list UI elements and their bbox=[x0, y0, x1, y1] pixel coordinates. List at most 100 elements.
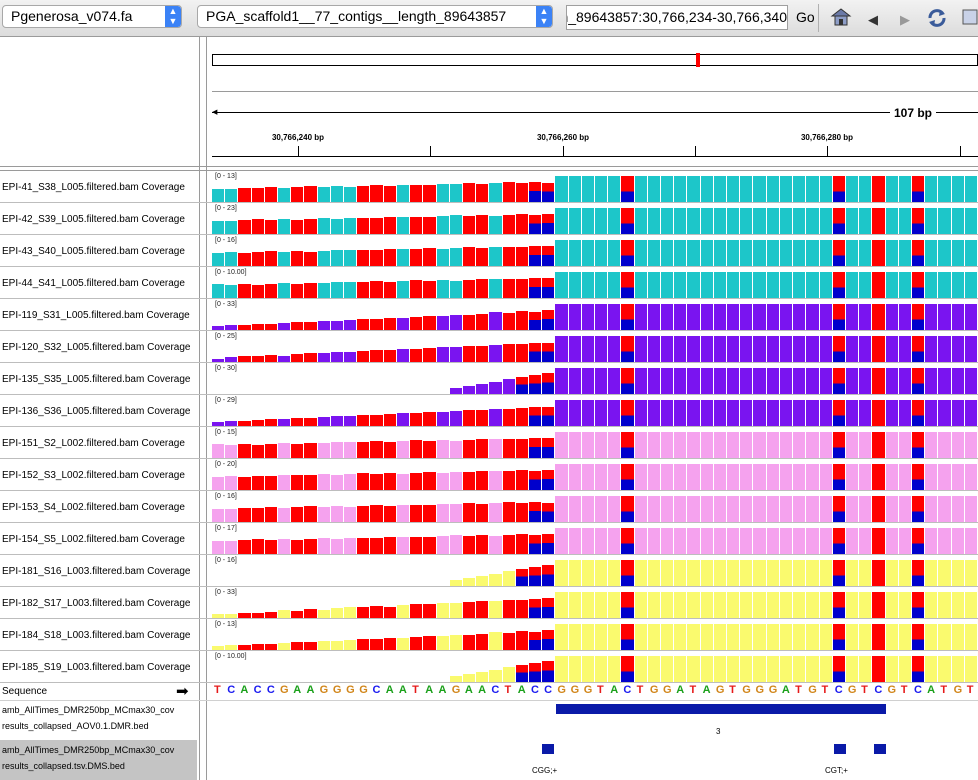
sequence-base: A bbox=[676, 684, 685, 696]
strand-arrow-icon[interactable]: ➡ bbox=[176, 683, 189, 700]
sequence-base: G bbox=[953, 684, 963, 696]
refresh-icon[interactable] bbox=[926, 7, 948, 33]
track-label[interactable]: EPI-41_S38_L005.filtered.bam Coverage bbox=[2, 182, 185, 193]
forward-arrow-icon[interactable]: ▶ bbox=[900, 12, 910, 27]
coverage-plot[interactable]: [0 - 33] bbox=[212, 588, 978, 618]
coverage-plot[interactable]: [0 - 17] bbox=[212, 524, 978, 554]
coverage-bar bbox=[713, 272, 727, 298]
coverage-bar bbox=[344, 474, 357, 490]
coverage-bar bbox=[938, 208, 951, 234]
coverage-bar bbox=[740, 208, 753, 234]
coverage-plot[interactable]: [0 - 33] bbox=[212, 300, 978, 330]
sequence-base: C bbox=[874, 684, 883, 696]
track-label[interactable]: EPI-136_S36_L005.filtered.bam Coverage bbox=[2, 406, 191, 417]
chromosome-dropdown[interactable]: PGA_scaffold1__77_contigs__length_896438… bbox=[197, 5, 553, 28]
track-label[interactable]: EPI-184_S18_L003.filtered.bam Coverage bbox=[2, 630, 191, 641]
sequence-base: G bbox=[887, 684, 897, 696]
dms-feature[interactable] bbox=[834, 744, 846, 754]
coverage-bar bbox=[740, 496, 753, 522]
track-label[interactable]: EPI-120_S32_L005.filtered.bam Coverage bbox=[2, 342, 191, 353]
track-label[interactable]: EPI-42_S39_L005.filtered.bam Coverage bbox=[2, 214, 185, 225]
coverage-bar bbox=[766, 400, 779, 426]
coverage-bar bbox=[779, 400, 793, 426]
dmr-feature[interactable] bbox=[556, 704, 886, 714]
coverage-bar bbox=[330, 608, 344, 618]
sequence-base: A bbox=[385, 684, 394, 696]
attribute-panel-divider[interactable] bbox=[206, 37, 207, 780]
track-label[interactable]: EPI-152_S3_L002.filtered.bam Coverage bbox=[2, 470, 185, 481]
coverage-bar bbox=[304, 283, 317, 298]
coverage-bar bbox=[462, 247, 476, 266]
coverage-plot[interactable]: [0 - 20] bbox=[212, 460, 978, 490]
region-icon[interactable] bbox=[962, 7, 978, 31]
coverage-bar bbox=[396, 474, 410, 490]
track-label[interactable]: EPI-43_S40_L005.filtered.bam Coverage bbox=[2, 246, 185, 257]
home-icon[interactable] bbox=[830, 7, 852, 31]
coverage-plot[interactable]: [0 - 16] bbox=[212, 492, 978, 522]
coverage-plot[interactable]: [0 - 16] bbox=[212, 556, 978, 586]
track-label[interactable]: EPI-119_S31_L005.filtered.bam Coverage bbox=[2, 310, 190, 321]
sequence-track-label[interactable]: Sequence bbox=[2, 686, 48, 697]
coverage-bar bbox=[212, 253, 225, 266]
name-panel-divider[interactable] bbox=[199, 37, 200, 780]
track-label[interactable]: EPI-154_S5_L002.filtered.bam Coverage bbox=[2, 534, 185, 545]
data-range-label: [0 - 16] bbox=[215, 493, 237, 500]
panel-splitter[interactable] bbox=[0, 166, 978, 167]
coverage-bar bbox=[661, 464, 674, 490]
dms-feature[interactable] bbox=[542, 744, 554, 754]
genome-dropdown[interactable]: Pgenerosa_v074.fa ▲ ▼ bbox=[2, 5, 182, 28]
track-label[interactable]: EPI-135_S35_L005.filtered.bam Coverage bbox=[2, 374, 191, 385]
coverage-bar bbox=[872, 400, 885, 426]
coverage-plot[interactable]: [0 - 23] bbox=[212, 204, 978, 234]
coverage-plot[interactable]: [0 - 10.00] bbox=[212, 652, 978, 682]
locus-input[interactable]: PGA_scaffold1__77_contigs__length_896438… bbox=[566, 5, 788, 30]
coverage-bar bbox=[278, 508, 291, 522]
dms-bed-track-label[interactable]: amb_AllTimes_DMR250bp_MCmax30_cov result… bbox=[2, 742, 174, 774]
coverage-bar bbox=[938, 176, 951, 202]
coverage-bar bbox=[951, 368, 964, 394]
coverage-bar bbox=[661, 336, 674, 362]
coverage-bar bbox=[634, 592, 647, 618]
coverage-bar bbox=[462, 635, 476, 650]
chromosome-ideogram[interactable] bbox=[212, 54, 978, 66]
dmr-bed-track-label[interactable]: amb_AllTimes_DMR250bp_MCmax30_cov result… bbox=[2, 702, 174, 734]
coverage-bar bbox=[476, 314, 489, 330]
coverage-plot[interactable]: [0 - 15] bbox=[212, 428, 978, 458]
track-label[interactable]: EPI-153_S4_L002.filtered.bam Coverage bbox=[2, 502, 185, 513]
track-label[interactable]: EPI-182_S17_L003.filtered.bam Coverage bbox=[2, 598, 191, 609]
coverage-bar bbox=[793, 528, 806, 554]
coverage-bar bbox=[700, 304, 713, 330]
track-divider bbox=[0, 330, 978, 331]
coverage-bar bbox=[330, 321, 344, 330]
coverage-bar bbox=[330, 442, 344, 458]
track-label[interactable]: EPI-181_S16_L003.filtered.bam Coverage bbox=[2, 566, 191, 577]
coverage-plot[interactable]: [0 - 25] bbox=[212, 332, 978, 362]
back-arrow-icon[interactable]: ◀ bbox=[868, 12, 878, 27]
coverage-bar bbox=[291, 540, 304, 554]
coverage-bar bbox=[396, 281, 410, 298]
coverage-plot[interactable]: [0 - 13] bbox=[212, 620, 978, 650]
go-button[interactable]: Go bbox=[796, 9, 815, 25]
coverage-plot[interactable]: [0 - 16] bbox=[212, 236, 978, 266]
track-label[interactable]: EPI-44_S41_L005.filtered.bam Coverage bbox=[2, 278, 185, 289]
coverage-bar bbox=[357, 218, 370, 234]
coverage-bar bbox=[555, 240, 568, 266]
coverage-bar bbox=[674, 496, 687, 522]
coverage-bar bbox=[819, 336, 832, 362]
coverage-bar bbox=[291, 187, 304, 202]
coverage-plot[interactable]: [0 - 29] bbox=[212, 396, 978, 426]
coverage-bar bbox=[872, 560, 885, 586]
coverage-bar bbox=[595, 624, 608, 650]
coverage-bar bbox=[489, 312, 502, 330]
coverage-plot[interactable]: [0 - 10.00] bbox=[212, 268, 978, 298]
coverage-plot[interactable]: [0 - 13] bbox=[212, 172, 978, 202]
panel-splitter[interactable] bbox=[0, 170, 978, 171]
coverage-bar bbox=[568, 336, 581, 362]
coverage-bar bbox=[621, 496, 634, 522]
coverage-plot[interactable]: [0 - 30] bbox=[212, 364, 978, 394]
track-label[interactable]: EPI-185_S19_L003.filtered.bam Coverage bbox=[2, 662, 191, 673]
dms-feature[interactable] bbox=[874, 744, 886, 754]
coverage-bar bbox=[489, 439, 502, 458]
coverage-bar bbox=[674, 240, 687, 266]
track-label[interactable]: EPI-151_S2_L002.filtered.bam Coverage bbox=[2, 438, 185, 449]
